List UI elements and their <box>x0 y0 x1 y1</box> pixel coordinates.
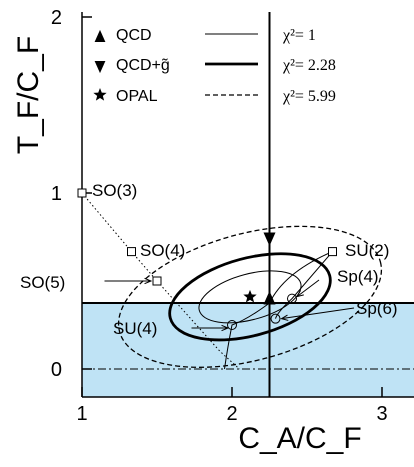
marker-so5 <box>152 276 162 286</box>
su4-arrow-head <box>221 324 230 332</box>
sp4-arrow <box>296 279 320 297</box>
legend-line-label: χ²= 2.28 <box>282 57 336 74</box>
point-qcd <box>263 291 276 305</box>
marker-sp6 <box>270 313 281 324</box>
legend-line-label: χ²= 5.99 <box>282 88 336 105</box>
legend-label: OPAL <box>116 88 158 105</box>
marker-so3 <box>77 188 87 198</box>
group-label: SO(3) <box>92 181 137 200</box>
group-label: Sp(4) <box>337 267 379 286</box>
sp4-arrow-head <box>295 290 304 298</box>
marker-so4 <box>127 247 136 257</box>
y-tick-label: 1 <box>51 183 62 205</box>
x-tick-label: 3 <box>376 403 387 425</box>
point-opal <box>243 289 257 303</box>
y-tick-label: 2 <box>51 7 62 29</box>
group-label: SU(4) <box>113 319 157 338</box>
marker-su4 <box>227 320 237 330</box>
group-label: SU(2) <box>345 241 389 260</box>
marker-sp4 <box>287 293 297 304</box>
so5-arrow-head <box>144 277 153 285</box>
x-axis-label: C_A/C_F <box>238 422 361 455</box>
group-label: Sp(6) <box>356 299 398 318</box>
group-label: SO(5) <box>20 273 65 292</box>
y-axis-label: T_F/C_F <box>12 36 45 154</box>
y-tick-label: 0 <box>51 359 62 381</box>
x-tick-label: 2 <box>226 403 237 425</box>
legend-marker-qcd <box>94 29 106 43</box>
ellipse-thin <box>198 270 302 324</box>
legend-label: QCD <box>116 27 152 44</box>
sp6-arrow-head <box>280 314 289 321</box>
legend-marker-qcd-gluino <box>94 60 106 74</box>
su-series-line <box>224 251 333 370</box>
x-tick-label: 1 <box>76 403 87 425</box>
legend-label: QCD+g̃ <box>116 57 170 74</box>
legend-line-label: χ²= 1 <box>282 27 316 44</box>
group-label: SO(4) <box>140 241 185 260</box>
sp6-arrow <box>281 307 355 320</box>
marker-su2 <box>328 247 337 257</box>
ellipse-dashed <box>117 225 383 368</box>
ellipse-thick <box>168 252 332 342</box>
legend-marker-opal <box>93 88 107 101</box>
point-qcd-gluino <box>263 232 276 246</box>
shaded-band <box>82 303 414 397</box>
